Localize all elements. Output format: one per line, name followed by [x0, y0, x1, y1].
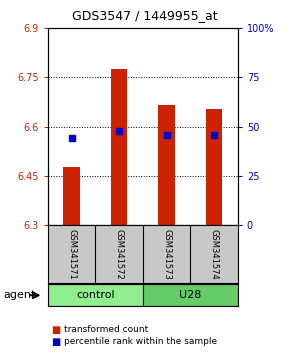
Text: control: control	[76, 290, 115, 300]
Text: agent: agent	[3, 290, 35, 300]
Text: ■: ■	[51, 337, 60, 347]
Bar	[48, 284, 143, 306]
Text: GDS3547 / 1449955_at: GDS3547 / 1449955_at	[72, 9, 218, 22]
Text: GSM341573: GSM341573	[162, 229, 171, 279]
Text: percentile rank within the sample: percentile rank within the sample	[64, 337, 217, 346]
Bar	[206, 109, 222, 225]
Bar	[111, 69, 127, 225]
Bar	[158, 105, 175, 225]
Bar	[143, 284, 238, 306]
Text: transformed count: transformed count	[64, 325, 148, 335]
Text: GSM341574: GSM341574	[210, 229, 219, 279]
Bar	[63, 167, 80, 225]
Text: U28: U28	[179, 290, 202, 300]
Text: ■: ■	[51, 325, 60, 335]
Text: GSM341571: GSM341571	[67, 229, 76, 279]
Text: GSM341572: GSM341572	[115, 229, 124, 279]
